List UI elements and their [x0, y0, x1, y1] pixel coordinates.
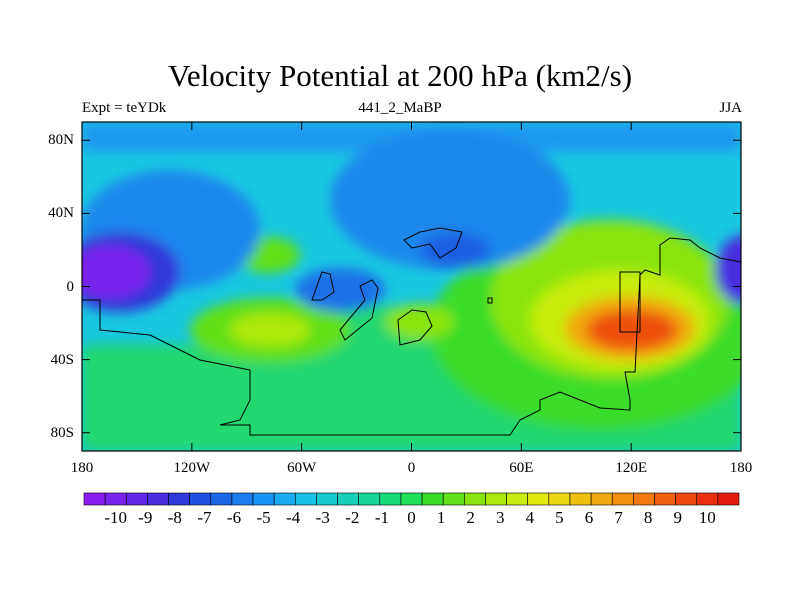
colorbar-label: 0: [407, 508, 416, 527]
colorbar-label: 9: [673, 508, 682, 527]
colorbar-box: [696, 492, 719, 506]
colorbar-box: [611, 492, 634, 506]
lat-label: 80N: [48, 132, 74, 149]
coast-america-island: [311, 271, 335, 301]
coast-atlantic-island: [397, 309, 433, 346]
lat-label: 80S: [50, 424, 74, 441]
colorbar-box: [590, 492, 613, 506]
colorbar-box: [189, 492, 212, 506]
colorbar-box: [506, 492, 529, 506]
colorbar-label: -6: [226, 508, 242, 527]
colorbar-box: [464, 492, 486, 506]
colorbar-box: [485, 492, 507, 506]
lat-label: 40S: [50, 351, 74, 368]
lon-label: 120W: [173, 460, 211, 476]
colorbar-box: [147, 492, 169, 506]
colorbar-label: -9: [138, 508, 153, 527]
colorbar-label: -10: [104, 508, 128, 527]
lat-label: 0: [66, 278, 75, 295]
colorbar-box: [527, 492, 550, 506]
colorbar-box: [231, 492, 254, 506]
colorbar-box: [569, 492, 592, 506]
eastern-edge-purple: [715, 235, 741, 305]
colorbar-box: [252, 492, 275, 506]
colorbar-label: 4: [525, 508, 535, 527]
colorbar-box: [358, 492, 381, 506]
colorbar-box: [442, 492, 465, 506]
lon-label: 180: [70, 460, 94, 476]
coast-south-path: [82, 237, 741, 436]
colorbar-box: [294, 492, 317, 506]
colorbar-box: [633, 492, 655, 506]
colorbar-box: [104, 492, 127, 506]
lon-label: 0: [407, 460, 416, 476]
colorbar-box: [210, 492, 233, 506]
axis-ticks: [81, 122, 742, 451]
colorbar-box: [83, 492, 106, 506]
colorbar-label: 3: [495, 508, 505, 527]
colorbar-box: [337, 492, 359, 506]
contour-field: [82, 122, 741, 451]
colorbar-label: -3: [315, 508, 330, 527]
colorbar-label: -7: [197, 508, 212, 527]
run-id-label: 441_2_MaBP: [358, 100, 442, 116]
atlantic-blue-low: [295, 268, 385, 312]
colorbar-box: [273, 492, 296, 506]
coastlines: [82, 227, 741, 436]
colorbar-box: [316, 492, 338, 506]
western-purple-core: [82, 246, 150, 298]
colorbar-box: [379, 492, 402, 506]
colorbar-label: -2: [345, 508, 360, 527]
plot-title: Velocity Potential at 200 hPa (km2/s): [167, 58, 633, 93]
lat-label: 40N: [48, 205, 74, 222]
colorbar-label: 6: [584, 508, 594, 527]
colorbar-box: [168, 492, 190, 506]
colorbar-label: 7: [614, 508, 623, 527]
atlantic-yellowgreen-lobe: [385, 304, 455, 340]
colorbar-box: [654, 492, 676, 506]
colorbar-label: 2: [466, 508, 475, 527]
lon-label: 180: [729, 460, 753, 476]
central-blue-region: [330, 130, 570, 270]
coast-northern-island: [403, 227, 463, 259]
colorbar-label: 10: [698, 508, 716, 527]
coast-small-island: [487, 297, 493, 304]
south-pacific-yellow-lobe: [230, 314, 310, 346]
colorbar-label: -4: [286, 508, 301, 527]
colorbar-label: 8: [643, 508, 653, 527]
coast-central-island: [339, 279, 379, 341]
experiment-label: Expt = teYDk: [82, 100, 167, 116]
eastern-red-core: [587, 310, 677, 350]
colorbar-box: [400, 492, 423, 506]
coast-indian-peninsula: [619, 271, 641, 333]
lon-label: 60W: [287, 460, 317, 476]
colorbar-label: -5: [256, 508, 271, 527]
colorbar-box: [421, 492, 444, 506]
colorbar-box: [548, 492, 571, 506]
season-label: JJA: [719, 100, 742, 116]
lon-label: 120E: [615, 460, 647, 476]
colorbar-box: [675, 492, 698, 506]
colorbar: [83, 492, 740, 506]
colorbar-label: -1: [374, 508, 389, 527]
central-deep-blue: [420, 232, 490, 268]
colorbar-label: 1: [436, 508, 446, 527]
colorbar-label: -8: [167, 508, 182, 527]
lon-label: 60E: [509, 460, 534, 476]
colorbar-box: [125, 492, 148, 506]
colorbar-label: 5: [555, 508, 564, 527]
colorbar-box: [717, 492, 740, 506]
